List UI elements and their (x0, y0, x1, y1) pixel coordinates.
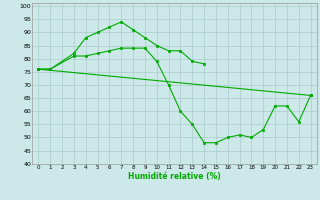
X-axis label: Humidité relative (%): Humidité relative (%) (128, 172, 221, 181)
